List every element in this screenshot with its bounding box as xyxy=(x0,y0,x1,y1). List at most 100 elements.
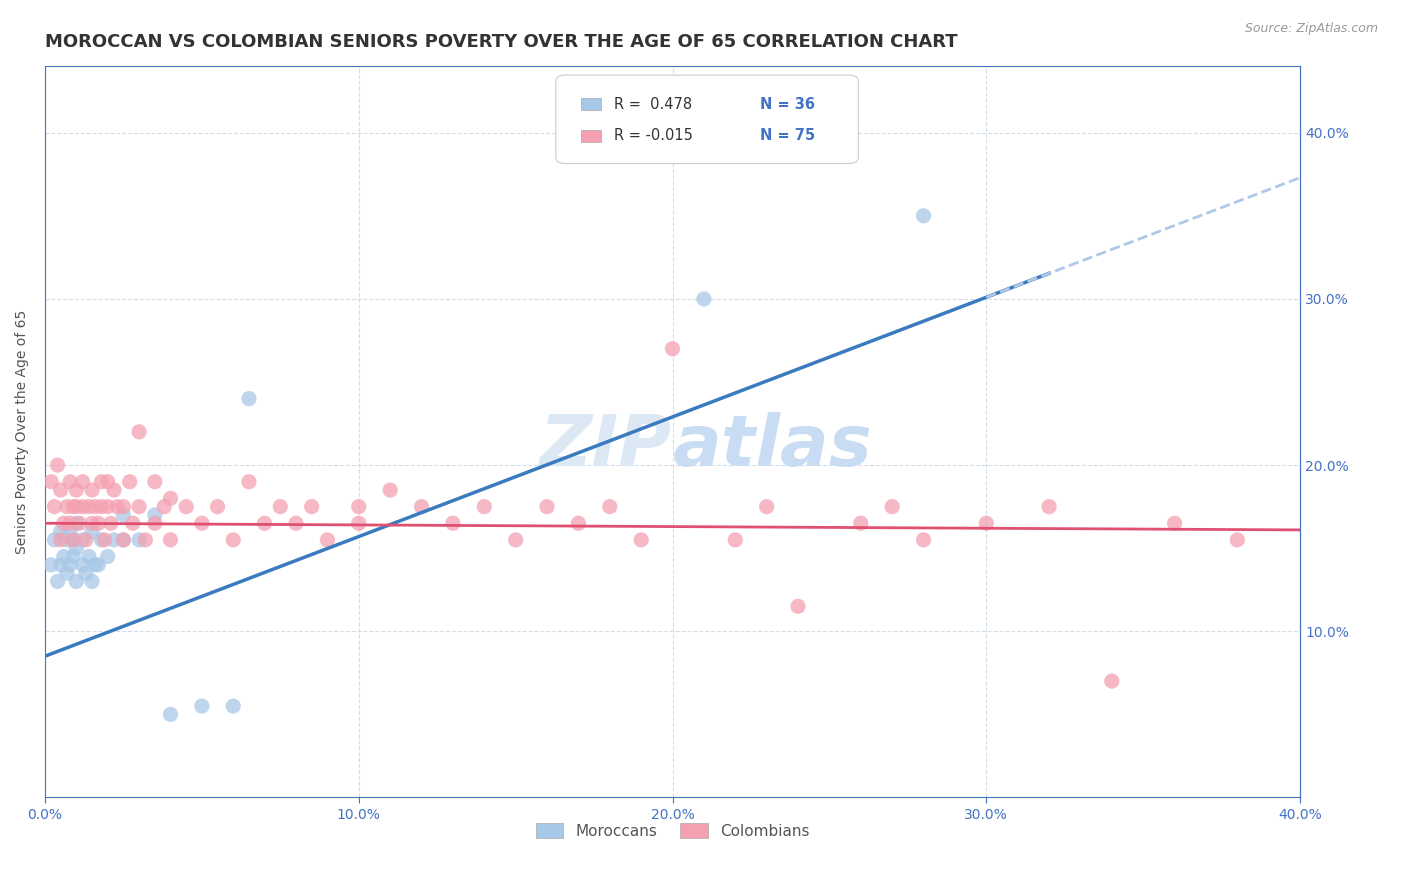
Point xyxy=(100,516,122,531)
Text: atlas: atlas xyxy=(672,412,872,481)
Point xyxy=(77,500,100,514)
Point xyxy=(84,500,107,514)
Point xyxy=(128,533,150,547)
Point xyxy=(238,475,260,489)
Point xyxy=(787,599,810,614)
Point xyxy=(75,566,97,581)
Point xyxy=(56,566,79,581)
FancyBboxPatch shape xyxy=(581,130,600,142)
Point xyxy=(65,516,87,531)
Point xyxy=(912,533,935,547)
Point xyxy=(441,516,464,531)
Point xyxy=(174,500,197,514)
Point xyxy=(599,500,621,514)
Point xyxy=(97,475,120,489)
Point xyxy=(472,500,495,514)
Point xyxy=(72,500,94,514)
Point xyxy=(882,500,904,514)
Point xyxy=(285,516,308,531)
Point xyxy=(59,516,82,531)
Point xyxy=(1226,533,1249,547)
Point xyxy=(724,533,747,547)
Point xyxy=(80,516,103,531)
Point xyxy=(46,458,69,472)
Point xyxy=(536,500,558,514)
Point xyxy=(378,483,401,497)
Point xyxy=(62,533,84,547)
FancyBboxPatch shape xyxy=(581,98,600,110)
Point xyxy=(143,475,166,489)
Point xyxy=(112,533,135,547)
Point xyxy=(1038,500,1060,514)
Point xyxy=(39,475,62,489)
Point xyxy=(974,516,997,531)
Point xyxy=(49,483,72,497)
Point xyxy=(39,558,62,572)
Point xyxy=(159,533,181,547)
Point xyxy=(661,342,683,356)
Point xyxy=(630,533,652,547)
Point xyxy=(1101,674,1123,689)
Point xyxy=(59,524,82,539)
Point xyxy=(253,516,276,531)
Point xyxy=(72,558,94,572)
Text: N = 36: N = 36 xyxy=(761,97,815,112)
Point xyxy=(118,475,141,489)
Point xyxy=(347,516,370,531)
Point xyxy=(77,549,100,564)
Point xyxy=(87,558,110,572)
Legend: Moroccans, Colombians: Moroccans, Colombians xyxy=(530,816,815,845)
Point xyxy=(44,533,66,547)
Point xyxy=(128,425,150,439)
Point xyxy=(347,500,370,514)
Point xyxy=(411,500,433,514)
Point xyxy=(316,533,339,547)
Point xyxy=(849,516,872,531)
Point xyxy=(49,524,72,539)
Point xyxy=(90,500,112,514)
Point xyxy=(143,508,166,522)
Point xyxy=(65,541,87,556)
Point xyxy=(56,533,79,547)
Point xyxy=(62,549,84,564)
Point xyxy=(72,533,94,547)
Point xyxy=(222,533,245,547)
Text: MOROCCAN VS COLOMBIAN SENIORS POVERTY OVER THE AGE OF 65 CORRELATION CHART: MOROCCAN VS COLOMBIAN SENIORS POVERTY OV… xyxy=(45,33,957,51)
Point xyxy=(97,500,120,514)
Point xyxy=(90,533,112,547)
Text: ZIP: ZIP xyxy=(540,412,672,481)
Point xyxy=(112,500,135,514)
Point xyxy=(128,500,150,514)
Point xyxy=(191,699,214,714)
Point xyxy=(80,483,103,497)
Point xyxy=(52,549,75,564)
Point xyxy=(72,475,94,489)
Point xyxy=(159,707,181,722)
Point xyxy=(1163,516,1185,531)
Point xyxy=(269,500,291,514)
Point xyxy=(65,500,87,514)
Point xyxy=(44,500,66,514)
Point xyxy=(103,483,125,497)
Point xyxy=(59,475,82,489)
Point xyxy=(755,500,778,514)
Point xyxy=(62,533,84,547)
FancyBboxPatch shape xyxy=(555,75,858,163)
Point xyxy=(62,500,84,514)
Point xyxy=(103,533,125,547)
Point xyxy=(75,533,97,547)
Point xyxy=(159,491,181,506)
Point xyxy=(65,483,87,497)
Text: Source: ZipAtlas.com: Source: ZipAtlas.com xyxy=(1244,22,1378,36)
Point xyxy=(191,516,214,531)
Point xyxy=(693,292,716,306)
Point xyxy=(153,500,176,514)
Text: R =  0.478: R = 0.478 xyxy=(613,97,692,112)
Point xyxy=(84,558,107,572)
Y-axis label: Seniors Poverty Over the Age of 65: Seniors Poverty Over the Age of 65 xyxy=(15,310,30,554)
Point xyxy=(112,508,135,522)
Point xyxy=(567,516,589,531)
Point xyxy=(222,699,245,714)
Point xyxy=(49,558,72,572)
Point xyxy=(52,516,75,531)
